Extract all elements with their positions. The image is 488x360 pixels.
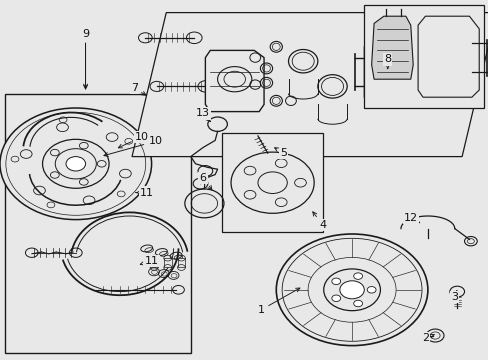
Polygon shape xyxy=(371,16,412,79)
Text: 11: 11 xyxy=(136,188,153,198)
Bar xyxy=(163,258,171,267)
Text: 4: 4 xyxy=(312,212,325,230)
Text: 7: 7 xyxy=(131,83,145,95)
Text: 2: 2 xyxy=(421,333,433,343)
Text: 5: 5 xyxy=(274,148,286,158)
Text: 1: 1 xyxy=(258,288,299,315)
Circle shape xyxy=(276,234,427,346)
Circle shape xyxy=(331,295,340,302)
Bar xyxy=(364,5,483,108)
Text: 13: 13 xyxy=(196,108,210,122)
Circle shape xyxy=(331,278,340,284)
Bar xyxy=(222,133,322,232)
Text: 6: 6 xyxy=(199,173,211,190)
Circle shape xyxy=(339,281,364,299)
Text: 9: 9 xyxy=(82,29,89,88)
Polygon shape xyxy=(364,40,432,104)
Circle shape xyxy=(366,287,375,293)
Circle shape xyxy=(353,273,362,279)
Bar xyxy=(177,258,185,267)
Bar xyxy=(150,258,158,267)
Circle shape xyxy=(66,157,85,171)
Text: 8: 8 xyxy=(384,54,390,68)
Polygon shape xyxy=(417,16,478,97)
Text: 10: 10 xyxy=(118,132,148,148)
Text: 11: 11 xyxy=(140,256,158,266)
Bar xyxy=(5,94,190,353)
Polygon shape xyxy=(132,13,488,157)
Circle shape xyxy=(0,108,151,220)
Text: 10: 10 xyxy=(104,136,163,156)
Circle shape xyxy=(353,300,362,307)
Polygon shape xyxy=(205,50,264,112)
Text: 9: 9 xyxy=(82,29,89,89)
Text: 3: 3 xyxy=(450,291,457,302)
Text: 12: 12 xyxy=(403,213,419,223)
